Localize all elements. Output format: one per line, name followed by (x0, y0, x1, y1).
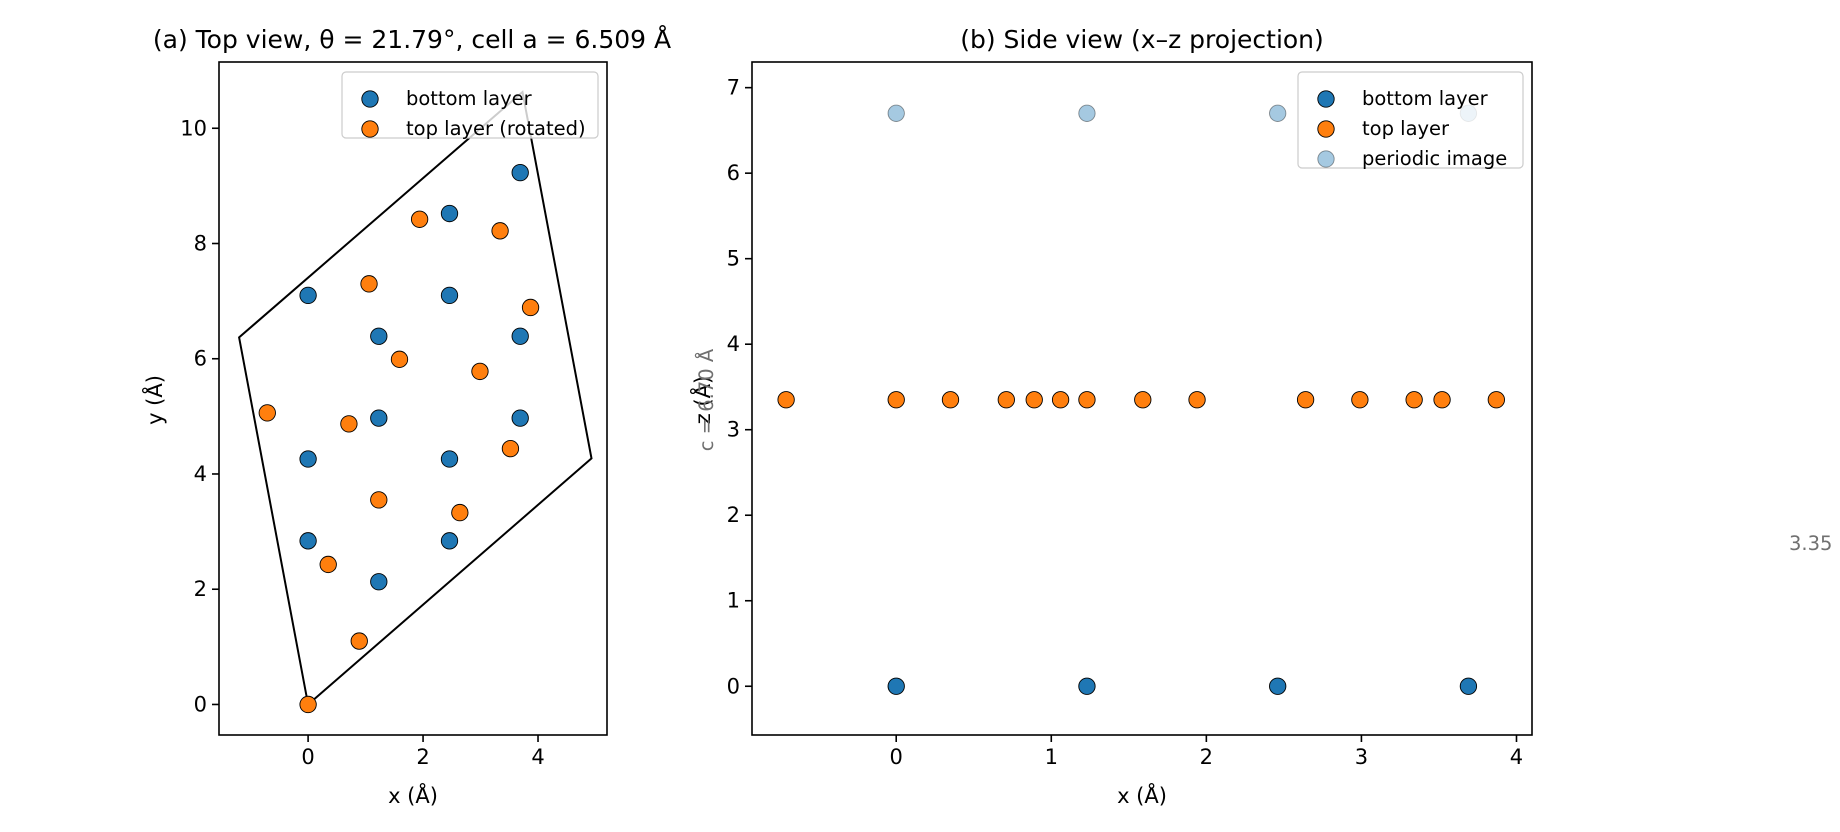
data-point (1051, 391, 1070, 409)
data-point (887, 677, 905, 695)
data-point (350, 632, 368, 650)
legend-label: bottom layer (1362, 87, 1489, 110)
data-point (501, 439, 520, 458)
panel-a-title: (a) Top view, θ = 21.79°, cell a = 6.509… (153, 25, 671, 54)
panel-b-annotation: 3.35 (1789, 532, 1832, 555)
y-tick-label: 6 (194, 347, 207, 371)
data-point (511, 409, 529, 427)
data-point (370, 327, 388, 345)
data-point (1296, 391, 1315, 409)
y-tick-label: 0 (727, 674, 740, 698)
data-point (340, 415, 358, 433)
x-tick-label: 0 (301, 745, 314, 769)
data-point (299, 450, 317, 468)
data-point (887, 391, 905, 409)
legend-box (1297, 71, 1524, 169)
y-tick-label: 1 (727, 589, 740, 613)
data-point (440, 532, 459, 550)
legend-marker (1317, 150, 1335, 168)
data-point (1078, 391, 1096, 409)
x-tick-label: 4 (531, 745, 544, 769)
data-point (370, 573, 388, 591)
y-tick-label: 4 (727, 332, 740, 356)
data-point (299, 286, 317, 305)
data-point (319, 555, 337, 574)
panel-b-title: (b) Side view (x–z projection) (960, 25, 1324, 54)
data-point (997, 391, 1015, 409)
data-point (511, 327, 529, 345)
data-point (1269, 104, 1287, 122)
data-point (1025, 391, 1043, 409)
y-tick-label: 7 (727, 76, 740, 100)
data-point (521, 298, 540, 317)
plot-frame (218, 61, 608, 736)
data-point (390, 350, 409, 368)
data-point (451, 503, 469, 522)
data-point (370, 409, 388, 427)
data-point (1269, 677, 1287, 695)
data-point (1405, 391, 1423, 409)
data-point (410, 210, 429, 228)
data-point (1078, 104, 1096, 122)
legend-label: bottom layer (406, 87, 533, 110)
data-point (1134, 391, 1152, 409)
y-tick-label: 3 (727, 418, 740, 442)
x-tick-label: 1 (1045, 745, 1058, 769)
panel-b-xlabel: x (Å) (1117, 782, 1167, 808)
data-point (1459, 677, 1478, 695)
data-point (299, 695, 317, 714)
y-tick-label: 5 (727, 247, 740, 271)
data-point (887, 104, 905, 122)
data-point (491, 222, 509, 240)
data-point (258, 404, 276, 422)
data-point (511, 163, 529, 182)
y-tick-label: 6 (727, 161, 740, 185)
data-point (1351, 391, 1369, 409)
panel-b-plot: 0 1 2 3 4 0 1 2 3 4 5 6 7 bottom layer top layer period… (727, 61, 1533, 769)
panel-a-plot: 0 2 4 0 2 4 6 8 10 bottom layer top layer (rotated… (180, 61, 608, 769)
data-point (471, 362, 489, 381)
data-point (941, 391, 960, 409)
y-tick-label: 4 (194, 462, 207, 486)
panel-a-ylabel: y (Å) (141, 375, 167, 425)
x-tick-label: 4 (1510, 745, 1523, 769)
legend-marker (361, 90, 379, 108)
data-point (440, 450, 459, 468)
data-point (777, 391, 795, 409)
x-tick-label: 0 (890, 745, 903, 769)
panel-a-xlabel: x (Å) (388, 782, 438, 808)
panel-b-ylabel-overlay: c = 6.70 Å (695, 348, 718, 451)
y-tick-label: 2 (727, 503, 740, 527)
data-point (440, 286, 459, 305)
legend-label: top layer (1362, 117, 1450, 140)
data-point (1078, 677, 1096, 695)
data-point (370, 491, 388, 509)
x-tick-label: 3 (1355, 745, 1368, 769)
data-point (1487, 391, 1505, 409)
y-tick-label: 8 (194, 232, 207, 256)
legend-marker (1317, 120, 1335, 138)
panel-b-ylabel: z (Å) (689, 376, 715, 424)
legend-marker (1317, 90, 1335, 108)
legend-marker (361, 120, 379, 138)
data-point (440, 204, 459, 223)
data-point (1433, 391, 1451, 409)
data-point (360, 275, 378, 293)
data-point (1188, 391, 1206, 409)
y-tick-label: 2 (194, 577, 207, 601)
y-tick-label: 10 (180, 116, 207, 140)
x-tick-label: 2 (416, 745, 429, 769)
legend-box (341, 71, 599, 139)
data-point (299, 532, 317, 550)
legend-label: top layer (rotated) (406, 117, 586, 140)
y-tick-label: 0 (194, 692, 207, 716)
legend-label: periodic image (1362, 147, 1507, 170)
x-tick-label: 2 (1200, 745, 1213, 769)
